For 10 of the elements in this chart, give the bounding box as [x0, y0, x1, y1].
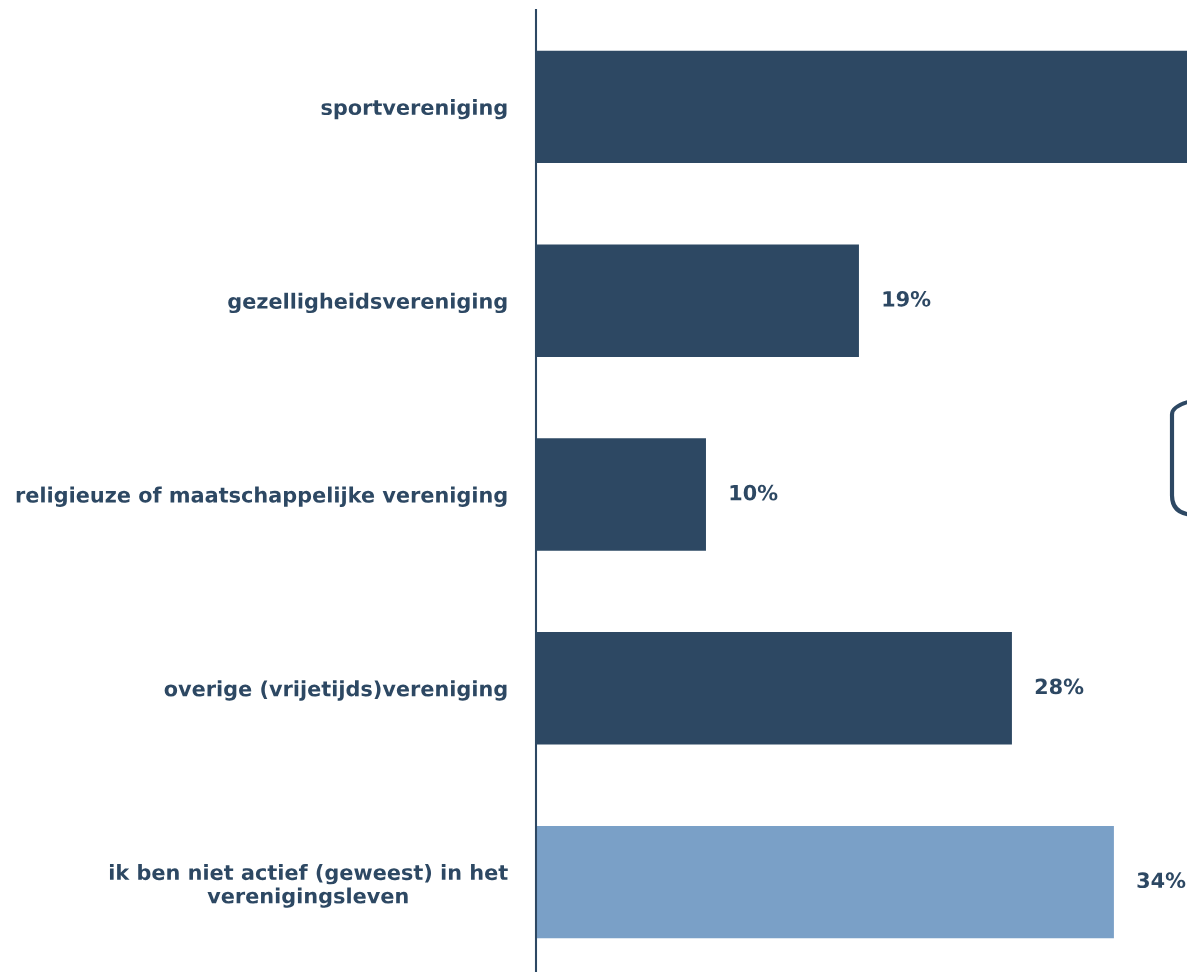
y-tick-label: sportvereniging [321, 98, 507, 120]
y-tick-label: ik ben niet actief (geweest) in het verenigingsleven [109, 864, 508, 908]
bar [536, 825, 1114, 939]
y-tick-label: overige (vrijetijds)vereniging [164, 680, 507, 701]
y-tick-label: religieuze of maatschappelijke vereniging [16, 486, 507, 507]
y-tick-label: gezelligheidsvereniging [228, 292, 507, 314]
data-label: 10% [730, 484, 778, 501]
data-label: 28% [1035, 678, 1084, 695]
data-label: 34% [1137, 872, 1186, 889]
data-label: 19% [883, 290, 931, 307]
